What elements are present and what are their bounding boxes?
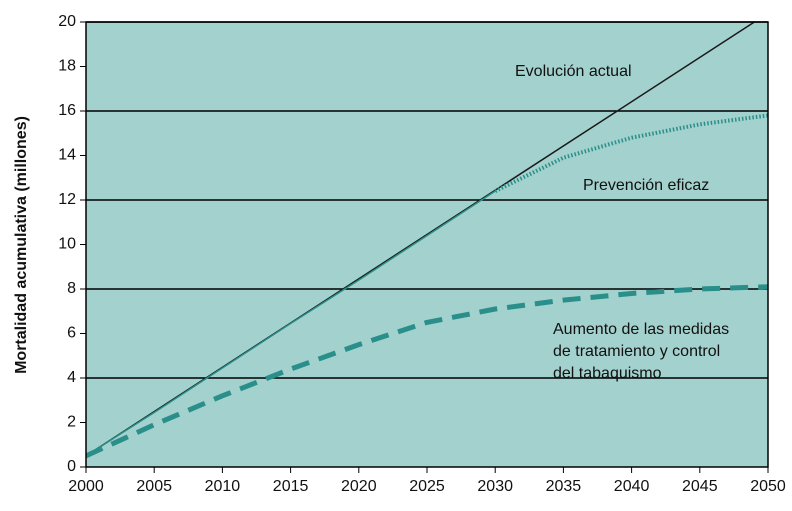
plot-border <box>85 21 769 468</box>
x-tick-label: 2015 <box>273 478 309 495</box>
x-tick-label: 2020 <box>341 478 377 495</box>
y-tick-label: 8 <box>67 280 76 297</box>
series-label: Prevención eficaz <box>583 177 709 194</box>
y-tick-label: 14 <box>58 147 76 164</box>
x-tick-label: 2050 <box>750 478 786 495</box>
x-tick-label: 2010 <box>205 478 241 495</box>
series-label: Aumento de las medidas <box>553 321 729 338</box>
x-tick-label: 2025 <box>409 478 445 495</box>
y-tick-label: 18 <box>58 58 76 75</box>
plot-area <box>86 22 768 467</box>
y-tick-label: 2 <box>67 414 76 431</box>
x-tick-label: 2035 <box>546 478 582 495</box>
y-tick-label: 6 <box>67 325 76 342</box>
x-tick-label: 2045 <box>682 478 718 495</box>
series-line <box>86 284 768 459</box>
series-label: del tabaquismo <box>553 365 662 382</box>
x-tick-label: 2040 <box>614 478 650 495</box>
y-tick-label: 10 <box>58 236 76 253</box>
y-tick-label: 0 <box>67 458 76 475</box>
x-tick-label: 2030 <box>477 478 513 495</box>
series-label: de tratamiento y control <box>553 343 720 360</box>
y-tick-label: 16 <box>58 102 76 119</box>
y-tick-label: 20 <box>58 13 76 30</box>
y-tick-label: 12 <box>58 191 76 208</box>
series-line <box>494 113 768 193</box>
y-axis-label: Mortalidad acumulativa (millones) <box>13 116 30 374</box>
series-label: Evolución actual <box>515 63 632 80</box>
series-line <box>86 190 496 457</box>
x-tick-label: 2005 <box>136 478 172 495</box>
y-tick-label: 4 <box>67 369 76 386</box>
x-tick-label: 2000 <box>68 478 104 495</box>
